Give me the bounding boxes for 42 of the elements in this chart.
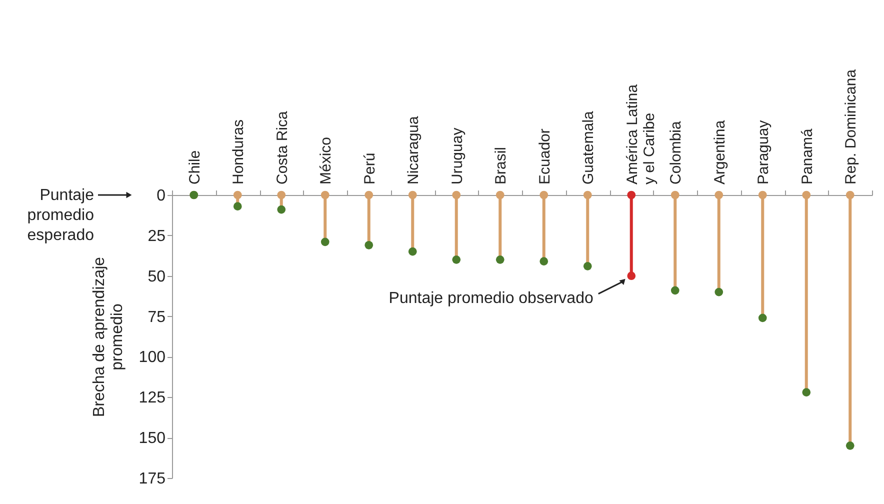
x-tick-label: Uruguay: [448, 127, 466, 184]
x-tick-label: Costa Rica: [274, 110, 291, 184]
x-tick-label: Ecuador: [536, 128, 554, 184]
point: [758, 314, 767, 322]
x-tick-label: Guatemala: [580, 110, 598, 184]
x-tick-label: Chile: [186, 150, 204, 184]
text: Puntaje promedio esperado: [27, 187, 94, 244]
point: [670, 286, 680, 295]
y-tick-label: 100: [138, 349, 166, 366]
point: [540, 257, 548, 266]
y-tick-label: 0: [156, 188, 166, 204]
point: [408, 247, 417, 256]
y-tick-label: 175: [138, 470, 166, 488]
point: [802, 388, 811, 396]
point: [496, 256, 504, 264]
point: [364, 240, 374, 250]
point: [452, 256, 461, 264]
point: [627, 272, 636, 280]
x-tick-label: Colombia: [668, 120, 685, 184]
y-tick-label: 25: [148, 228, 166, 245]
point: [846, 441, 854, 450]
x-tick-label: América Latina y el Caribe: [624, 84, 658, 184]
x-tick-label: Honduras: [230, 119, 248, 184]
x-tick-label: Brasil: [492, 146, 510, 184]
x-tick-label: Perú: [361, 152, 378, 184]
y-tick-label: 75: [148, 308, 166, 326]
point: [714, 288, 724, 296]
y-tick-label: 125: [138, 390, 166, 407]
y-axis-title: Brecha de aprendizaje promedio: [90, 256, 126, 418]
y-tick-label: 150: [138, 430, 166, 448]
x-tick-label: México: [318, 136, 335, 184]
x-tick-label: Rep. Dominicana: [842, 68, 860, 184]
point: [233, 202, 242, 210]
point: [277, 205, 286, 214]
x-tick-label: Argentina: [711, 120, 728, 184]
annotation: Puntaje promedio observado: [388, 290, 594, 307]
point: [583, 262, 592, 270]
x-tick-label: Paraguay: [755, 120, 772, 184]
x-tick-label: Nicaragua: [405, 115, 422, 184]
point: [320, 238, 330, 246]
y-tick-label: 50: [148, 268, 166, 286]
x-tick-label: Panamá: [798, 128, 816, 184]
